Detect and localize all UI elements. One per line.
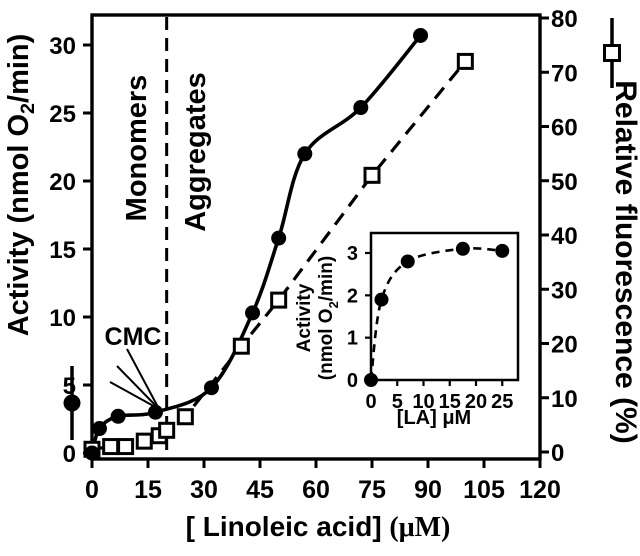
fluorescence-point bbox=[117, 438, 135, 456]
fluorescence-point bbox=[176, 408, 194, 426]
activity-point bbox=[245, 305, 261, 321]
inset-x-tick-label: 25 bbox=[491, 391, 513, 413]
monomers-label: Monomers bbox=[121, 75, 153, 222]
activity-point bbox=[147, 404, 163, 420]
inset-y-tick-label: 1 bbox=[347, 328, 358, 350]
cmc-pointer-line bbox=[126, 348, 160, 410]
x-axis-tick-label: 75 bbox=[358, 476, 386, 504]
inset-activity-point bbox=[374, 292, 389, 307]
right-axis-tick-label: 50 bbox=[551, 169, 578, 196]
right-axis-tick-label: 40 bbox=[551, 223, 578, 250]
left-axis-tick-label: 15 bbox=[49, 237, 76, 264]
right-axis-title: Relative fluorescence (%) bbox=[609, 80, 640, 443]
inset-x-axis-title: [LA] μM bbox=[397, 407, 471, 429]
x-axis-tick-label: 105 bbox=[463, 476, 505, 504]
inset-activity-point bbox=[400, 254, 415, 269]
fluorescence-point bbox=[102, 438, 120, 456]
right-axis-tick-label: 20 bbox=[551, 332, 578, 359]
left-axis-tick-label: 10 bbox=[49, 305, 76, 332]
cmc-label: CMC bbox=[105, 323, 162, 351]
left-axis-title: Activity (nmol O2/min) bbox=[3, 34, 39, 337]
right-axis-tick-label: 80 bbox=[551, 6, 578, 33]
fluorescence-point bbox=[232, 337, 250, 355]
inset-x-tick-label: 15 bbox=[439, 391, 461, 413]
inset-x-tick-label: 5 bbox=[392, 391, 403, 413]
right-axis-tick-label: 60 bbox=[551, 115, 578, 142]
activity-line bbox=[90, 34, 422, 454]
cmc-annotation: CMC bbox=[105, 323, 162, 410]
filled-circle-icon bbox=[63, 394, 81, 412]
inset-x-tick-label: 10 bbox=[412, 391, 434, 413]
x-axis-tick-label: 15 bbox=[134, 476, 162, 504]
fluorescence-point bbox=[158, 421, 176, 439]
left-axis-tick-label: 30 bbox=[49, 33, 76, 60]
inset-activity-point bbox=[364, 373, 378, 387]
cmc-pointer-line bbox=[109, 381, 160, 410]
inset-y-tick-label: 3 bbox=[347, 243, 358, 265]
fluorescence-point bbox=[270, 291, 288, 309]
activity-point bbox=[297, 146, 313, 162]
inset-y-axis-title-line1: Activity bbox=[294, 283, 315, 352]
cmc-pointer-line bbox=[116, 365, 160, 410]
inset-plot-border bbox=[369, 231, 520, 382]
inset-y-tick-label: 0 bbox=[347, 370, 358, 392]
activity-point bbox=[203, 380, 219, 396]
activity-point bbox=[91, 421, 107, 437]
activity-point bbox=[271, 230, 287, 246]
x-axis-title: [ Linoleic acid] (μM) bbox=[186, 511, 451, 543]
fluorescence-point bbox=[456, 52, 474, 70]
left-axis-tick-label: 25 bbox=[49, 101, 76, 128]
x-axis-tick-label: 120 bbox=[519, 476, 561, 504]
x-axis-tick-label: 60 bbox=[302, 476, 330, 504]
right-axis-tick-label: 70 bbox=[551, 60, 578, 87]
fluorescence-point bbox=[363, 166, 381, 184]
open-square-icon bbox=[603, 44, 621, 62]
inset-activity-point bbox=[455, 241, 470, 256]
right-axis-tick-label: 0 bbox=[551, 440, 564, 467]
right-axis-tick-label: 10 bbox=[551, 386, 578, 413]
x-axis-tick-label: 0 bbox=[85, 476, 99, 504]
activity-point bbox=[84, 445, 100, 461]
inset-x-tick-label: 0 bbox=[365, 391, 376, 413]
fluorescence-point bbox=[135, 432, 153, 450]
left-axis-tick-label: 20 bbox=[49, 169, 76, 196]
inset-y-tick-label: 2 bbox=[347, 285, 358, 307]
activity-point bbox=[413, 27, 429, 43]
inset-x-tick-label: 20 bbox=[465, 391, 487, 413]
activity-point bbox=[110, 408, 126, 424]
activity-series-legend-glyph bbox=[63, 366, 81, 440]
fluorescence-series-legend-glyph bbox=[603, 18, 621, 88]
x-axis-tick-label: 90 bbox=[414, 476, 442, 504]
activity-point bbox=[353, 100, 369, 116]
left-axis-tick-label: 0 bbox=[63, 441, 76, 468]
inset-activity-point bbox=[495, 243, 510, 258]
right-axis-tick-label: 30 bbox=[551, 277, 578, 304]
aggregates-label: Aggregates bbox=[180, 72, 212, 232]
inset-y-axis-title-line2: (nmol O2/min) bbox=[316, 256, 341, 380]
x-axis-tick-label: 45 bbox=[246, 476, 274, 504]
x-axis-tick-label: 30 bbox=[190, 476, 218, 504]
